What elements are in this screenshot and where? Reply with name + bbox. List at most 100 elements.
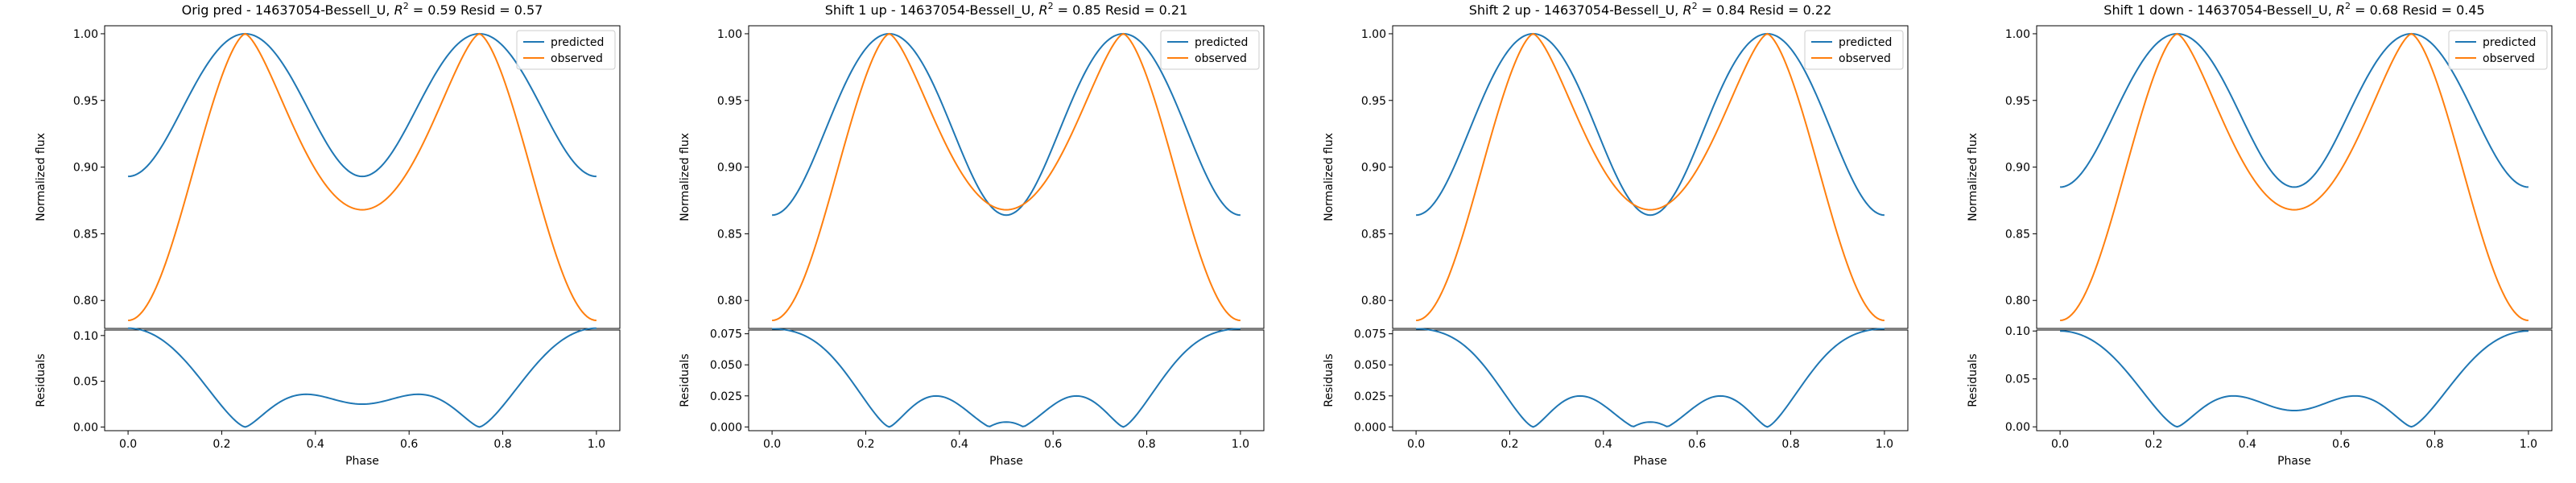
y-axis-label: Normalized flux [35, 133, 47, 221]
observed-series-line [127, 32, 597, 322]
residual-y-tick-label: 0.00 [73, 421, 98, 434]
y-tick-label: 1.00 [2005, 28, 2030, 41]
x-tick-label: 0.0 [763, 438, 781, 451]
y-tick-label: 0.95 [1361, 95, 1386, 108]
residual-y-tick-label: 0.025 [710, 390, 742, 403]
x-tick-label: 0.4 [307, 438, 324, 451]
main-axes [2036, 25, 2553, 329]
legend-box [1804, 30, 1904, 70]
residual-y-tick-label: 0.05 [73, 376, 98, 389]
y-tick-label: 0.90 [73, 162, 98, 175]
residual-y-axis-label: Residuals [35, 353, 47, 407]
y-axis-label: Normalized flux [1323, 133, 1335, 221]
y-tick-label: 0.80 [2005, 295, 2030, 308]
legend: predicted observed [2448, 30, 2548, 70]
residual-axes [1392, 329, 1909, 431]
y-tick-label: 0.80 [1361, 295, 1386, 308]
x-tick-label: 1.0 [1876, 438, 1893, 451]
residual-series-line [772, 328, 1241, 428]
x-tick-label: 1.0 [2520, 438, 2537, 451]
y-axis-label: Normalized flux [1967, 133, 1979, 221]
legend-label-observed: observed [551, 52, 603, 65]
legend-box [516, 30, 616, 70]
legend: predicted observed [516, 30, 616, 70]
residual-y-tick-label: 0.075 [710, 328, 742, 341]
main-axes [748, 25, 1265, 329]
residual-series-line [2060, 330, 2529, 428]
residual-y-tick-label: 0.050 [1354, 359, 1386, 372]
x-tick-label: 0.6 [400, 438, 418, 451]
x-tick-label: 0.4 [1595, 438, 1612, 451]
residual-y-tick-label: 0.00 [2005, 421, 2030, 434]
y-tick-label: 1.00 [73, 28, 98, 41]
x-tick-label: 0.4 [951, 438, 968, 451]
y-tick-label: 0.85 [2005, 228, 2030, 241]
y-tick-label: 0.80 [73, 295, 98, 308]
observed-series-line [771, 32, 1241, 322]
y-tick-label: 0.95 [73, 95, 98, 108]
x-tick-label: 0.2 [213, 438, 230, 451]
legend-box [1160, 30, 1260, 70]
x-tick-label: 1.0 [588, 438, 605, 451]
x-tick-label: 0.2 [1501, 438, 1518, 451]
legend: predicted observed [1160, 30, 1260, 70]
chart-title: Orig pred - 14637054-Bessell_U, R2 = 0.5… [182, 1, 543, 19]
x-axis-label: Phase [1633, 455, 1667, 468]
y-tick-label: 0.95 [717, 95, 742, 108]
residual-y-tick-label: 0.10 [2005, 325, 2030, 338]
x-axis-label: Phase [2277, 455, 2311, 468]
subplot-3: Shift 1 down - 14637054-Bessell_U, R2 = … [1967, 1, 2553, 468]
x-axis-label: Phase [989, 455, 1023, 468]
chart-title: Shift 1 down - 14637054-Bessell_U, R2 = … [2103, 1, 2484, 19]
y-tick-label: 0.85 [717, 228, 742, 241]
residual-y-axis-label: Residuals [1967, 353, 1979, 407]
legend-label-observed: observed [1839, 52, 1891, 65]
residual-axes [104, 329, 621, 431]
y-tick-label: 0.80 [717, 295, 742, 308]
legend-label-observed: observed [2483, 52, 2535, 65]
legend-label-predicted: predicted [1195, 36, 1248, 49]
y-tick-label: 0.85 [1361, 228, 1386, 241]
residual-y-tick-label: 0.000 [710, 421, 742, 434]
residual-y-tick-label: 0.05 [2005, 374, 2030, 386]
y-tick-label: 1.00 [717, 28, 742, 41]
observed-series-line [1415, 32, 1885, 322]
x-tick-label: 0.0 [1407, 438, 1425, 451]
y-tick-label: 0.90 [717, 162, 742, 175]
residual-y-tick-label: 0.025 [1354, 390, 1386, 403]
chart-title: Shift 1 up - 14637054-Bessell_U, R2 = 0.… [825, 1, 1188, 19]
x-tick-label: 0.2 [857, 438, 874, 451]
legend-box [2448, 30, 2548, 70]
legend-label-predicted: predicted [551, 36, 604, 49]
legend-label-observed: observed [1195, 52, 1247, 65]
x-tick-label: 0.0 [2051, 438, 2069, 451]
x-tick-label: 0.6 [1688, 438, 1706, 451]
residual-y-tick-label: 0.000 [1354, 421, 1386, 434]
y-tick-label: 0.85 [73, 228, 98, 241]
main-axes [104, 25, 621, 329]
legend-label-predicted: predicted [2483, 36, 2536, 49]
residual-y-tick-label: 0.050 [710, 359, 742, 372]
y-tick-label: 0.90 [1361, 162, 1386, 175]
x-tick-label: 0.8 [2425, 438, 2443, 451]
residual-axes [2036, 329, 2553, 431]
predicted-series-line [1416, 32, 1885, 217]
main-axes [1392, 25, 1909, 329]
x-tick-label: 0.8 [1137, 438, 1155, 451]
x-tick-label: 0.8 [1781, 438, 1799, 451]
x-tick-label: 0.4 [2239, 438, 2256, 451]
chart-title: Shift 2 up - 14637054-Bessell_U, R2 = 0.… [1469, 1, 1832, 19]
subplot-1: Shift 1 up - 14637054-Bessell_U, R2 = 0.… [679, 1, 1265, 468]
y-tick-label: 1.00 [1361, 28, 1386, 41]
x-tick-label: 0.2 [2145, 438, 2162, 451]
x-axis-label: Phase [345, 455, 379, 468]
residual-y-tick-label: 0.075 [1354, 328, 1386, 341]
y-axis-label: Normalized flux [679, 133, 691, 221]
legend: predicted observed [1804, 30, 1904, 70]
y-tick-label: 0.90 [2005, 162, 2030, 175]
residual-y-axis-label: Residuals [679, 353, 691, 407]
x-tick-label: 0.0 [119, 438, 137, 451]
x-tick-label: 1.0 [1232, 438, 1249, 451]
residual-series-line [1416, 328, 1885, 428]
